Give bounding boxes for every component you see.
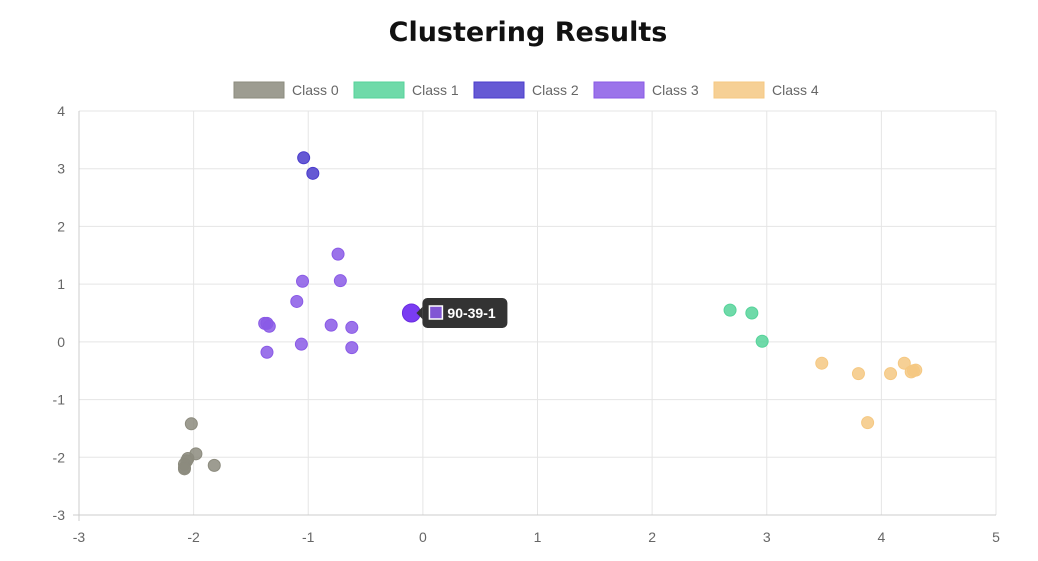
- legend-swatch: [353, 81, 405, 99]
- legend-item: Class 4: [713, 81, 819, 99]
- y-tick-label: 3: [57, 161, 65, 177]
- data-point: [815, 356, 829, 370]
- data-point: [324, 318, 338, 332]
- axes: -3 -2 -1 0 1 2 3 4 5 4 3 2 1 0 -1 -2 -3: [53, 103, 1001, 545]
- legend-item: Class 1: [353, 81, 459, 99]
- x-tick-label: 5: [992, 529, 1000, 545]
- legend-swatch: [473, 81, 525, 99]
- y-tick-label: 0: [57, 334, 65, 350]
- tooltip-caret: [416, 307, 423, 319]
- data-point: [745, 306, 759, 320]
- data-point: [723, 303, 737, 317]
- tooltip-swatch: [428, 305, 444, 320]
- x-tick-label: 3: [763, 529, 771, 545]
- data-point: [897, 356, 911, 370]
- data-point: [294, 337, 308, 351]
- x-tick-label: 0: [419, 529, 427, 545]
- legend-swatch: [593, 81, 645, 99]
- tooltip-box: [422, 298, 508, 328]
- y-tick-label: -3: [53, 507, 66, 523]
- data-points: [177, 151, 923, 476]
- tooltip-layer: 90-39-1: [416, 298, 508, 328]
- legend-label: Class 0: [292, 82, 339, 98]
- y-tick-label: -2: [53, 449, 66, 465]
- data-point: [851, 367, 865, 381]
- data-point: [297, 151, 311, 165]
- legend: Class 0 Class 1 Class 2 Class 3 Class 4: [233, 81, 819, 99]
- data-point: [184, 417, 198, 431]
- y-tick-label: 2: [57, 218, 65, 234]
- chart-title: Clustering Results: [389, 17, 668, 48]
- legend-label: Class 3: [652, 82, 699, 98]
- legend-item: Class 3: [593, 81, 699, 99]
- legend-item: Class 0: [233, 81, 339, 99]
- legend-swatch: [713, 81, 765, 99]
- x-tick-label: 2: [648, 529, 656, 545]
- legend-label: Class 2: [532, 82, 579, 98]
- x-tick-label: -3: [73, 529, 86, 545]
- data-point: [296, 274, 310, 288]
- data-point: [755, 334, 769, 348]
- data-point: [331, 247, 345, 261]
- data-point: [909, 363, 923, 377]
- data-point: [177, 462, 191, 476]
- y-tick-label: -1: [53, 392, 66, 408]
- data-point: [861, 416, 875, 430]
- x-tick-label: 1: [534, 529, 542, 545]
- x-tick-label: -1: [302, 529, 315, 545]
- data-point: [207, 458, 221, 472]
- legend-label: Class 1: [412, 82, 459, 98]
- legend-item: Class 2: [473, 81, 579, 99]
- tooltip-label: 90-39-1: [447, 305, 495, 321]
- data-point: [262, 319, 276, 333]
- grid: [78, 110, 997, 516]
- legend-swatch: [233, 81, 285, 99]
- data-point: [884, 367, 898, 381]
- legend-label: Class 4: [772, 82, 819, 98]
- data-point: [345, 341, 359, 355]
- data-point: [333, 274, 347, 288]
- y-tick-label: 1: [57, 276, 65, 292]
- x-tick-label: -2: [187, 529, 200, 545]
- data-point: [345, 320, 359, 334]
- x-tick-label: 4: [877, 529, 885, 545]
- data-point: [306, 166, 320, 180]
- y-tick-label: 4: [57, 103, 65, 119]
- data-point: [290, 294, 304, 308]
- data-point: [260, 345, 274, 359]
